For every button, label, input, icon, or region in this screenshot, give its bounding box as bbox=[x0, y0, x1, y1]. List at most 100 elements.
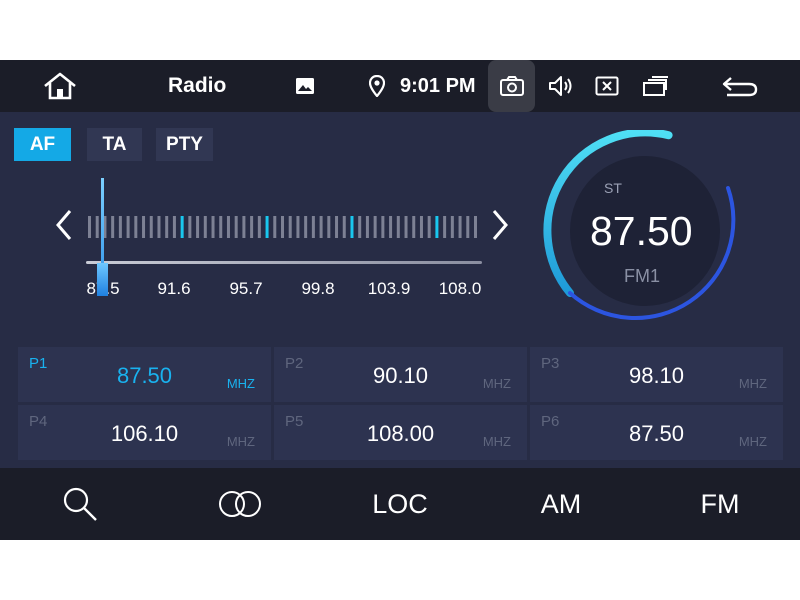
preset-unit: MHZ bbox=[226, 434, 255, 449]
band-label: FM1 bbox=[624, 266, 660, 286]
preset-frequency: 106.10 bbox=[110, 421, 179, 446]
scale-tick bbox=[373, 216, 377, 238]
scale-tick bbox=[180, 216, 184, 238]
preset-frequency: 90.10 bbox=[372, 363, 429, 388]
scale-tick bbox=[474, 216, 477, 238]
scale-tick-label: 91.6 bbox=[157, 279, 191, 298]
scale-tick bbox=[273, 216, 277, 238]
scale-tick bbox=[126, 216, 130, 238]
preset-p6[interactable]: P6 87.50 MHZ bbox=[530, 405, 783, 460]
top-bar: Radio 9:01 PM bbox=[0, 60, 800, 112]
scale-tick bbox=[118, 216, 122, 238]
scale-tick bbox=[450, 216, 454, 238]
scale-tick bbox=[111, 216, 115, 238]
scale-tick-label: 108.0 bbox=[438, 279, 482, 298]
ta-button[interactable]: TA bbox=[87, 128, 142, 161]
scale-tick bbox=[435, 216, 439, 238]
tuner-needle-handle[interactable] bbox=[97, 263, 108, 296]
preset-label: P5 bbox=[285, 413, 304, 430]
image-icon[interactable] bbox=[293, 75, 317, 97]
preset-p1[interactable]: P1 87.50 MHZ bbox=[18, 347, 271, 402]
close-box-icon[interactable] bbox=[594, 74, 620, 98]
back-arrow-icon[interactable] bbox=[720, 74, 760, 98]
scale-tick bbox=[172, 216, 176, 238]
scale-tick bbox=[281, 216, 284, 238]
scale-tick bbox=[311, 216, 315, 238]
scale-tick bbox=[88, 216, 91, 238]
current-frequency: 87.50 bbox=[590, 208, 693, 254]
scale-tick bbox=[226, 216, 230, 238]
pty-button[interactable]: PTY bbox=[156, 128, 213, 161]
scale-tick bbox=[219, 216, 223, 238]
scale-tick bbox=[342, 216, 346, 238]
preset-label: P3 bbox=[541, 355, 560, 372]
preset-frequency: 87.50 bbox=[116, 363, 173, 388]
location-pin-icon[interactable] bbox=[366, 74, 388, 98]
preset-label: P1 bbox=[29, 355, 48, 372]
preset-unit: MHZ bbox=[738, 376, 767, 391]
preset-frequency: 87.50 bbox=[628, 421, 685, 446]
scale-tick bbox=[265, 216, 269, 238]
scale-tick bbox=[350, 216, 354, 238]
scale-tick bbox=[288, 216, 292, 238]
stereo-indicator: ST bbox=[604, 180, 622, 196]
bottom-bar: LOC AM FM bbox=[0, 468, 800, 540]
scale-tick-label: 99.8 bbox=[301, 279, 335, 298]
scale-tick bbox=[466, 216, 470, 238]
preset-unit: MHZ bbox=[482, 376, 511, 391]
scale-tick bbox=[319, 216, 323, 238]
scale-tick bbox=[381, 216, 385, 238]
volume-icon[interactable] bbox=[546, 73, 576, 99]
tune-up-button[interactable] bbox=[490, 208, 510, 247]
scale-tick bbox=[188, 216, 192, 238]
scale-tick bbox=[95, 216, 99, 238]
scale-tick bbox=[250, 216, 254, 238]
scale-tick bbox=[365, 216, 369, 238]
stereo-rings-icon[interactable] bbox=[214, 486, 266, 522]
scale-tick bbox=[443, 216, 447, 238]
scale-tick bbox=[389, 216, 393, 238]
scale-tick bbox=[134, 216, 138, 238]
scale-tick bbox=[358, 216, 362, 238]
tune-down-button[interactable] bbox=[54, 208, 74, 247]
scale-tick bbox=[327, 216, 331, 238]
preset-p4[interactable]: P4 106.10 MHZ bbox=[18, 405, 271, 460]
radio-screen: Radio 9:01 PM AF TA PTY bbox=[0, 60, 800, 540]
loc-button[interactable]: LOC bbox=[372, 488, 428, 519]
scale-tick bbox=[211, 216, 215, 238]
preset-frequency: 98.10 bbox=[628, 363, 685, 388]
scale-tick bbox=[404, 216, 408, 238]
scale-tick bbox=[257, 216, 261, 238]
fm-button[interactable]: FM bbox=[700, 488, 740, 519]
camera-button[interactable] bbox=[488, 60, 535, 112]
recent-windows-icon[interactable] bbox=[641, 74, 671, 98]
scale-tick bbox=[458, 216, 462, 238]
scale-tick-label: 95.7 bbox=[229, 279, 263, 298]
scale-tick bbox=[396, 216, 400, 238]
frequency-scale[interactable] bbox=[86, 216, 478, 238]
scale-tick bbox=[103, 216, 107, 238]
clock-time: 9:01 PM bbox=[400, 75, 476, 97]
preset-label: P4 bbox=[29, 413, 48, 430]
home-icon[interactable] bbox=[40, 70, 80, 102]
frequency-dial bbox=[543, 130, 736, 320]
scale-tick bbox=[196, 216, 200, 238]
scale-tick bbox=[419, 216, 423, 238]
preset-label: P2 bbox=[285, 355, 304, 372]
preset-unit: MHZ bbox=[226, 376, 255, 391]
am-button[interactable]: AM bbox=[540, 488, 582, 519]
preset-unit: MHZ bbox=[482, 434, 511, 449]
preset-p5[interactable]: P5 108.00 MHZ bbox=[274, 405, 527, 460]
scale-tick bbox=[296, 216, 300, 238]
af-button[interactable]: AF bbox=[14, 128, 71, 161]
preset-grid: P1 87.50 MHZ P2 90.10 MHZ P3 98.10 MHZ P… bbox=[18, 347, 784, 461]
preset-p2[interactable]: P2 90.10 MHZ bbox=[274, 347, 527, 402]
tuner-needle[interactable] bbox=[101, 178, 104, 296]
preset-unit: MHZ bbox=[738, 434, 767, 449]
preset-p3[interactable]: P3 98.10 MHZ bbox=[530, 347, 783, 402]
scale-baseline bbox=[86, 261, 482, 264]
camera-icon[interactable] bbox=[498, 74, 526, 98]
search-icon[interactable] bbox=[58, 484, 102, 524]
preset-label: P6 bbox=[541, 413, 560, 430]
dial-center bbox=[570, 156, 720, 306]
